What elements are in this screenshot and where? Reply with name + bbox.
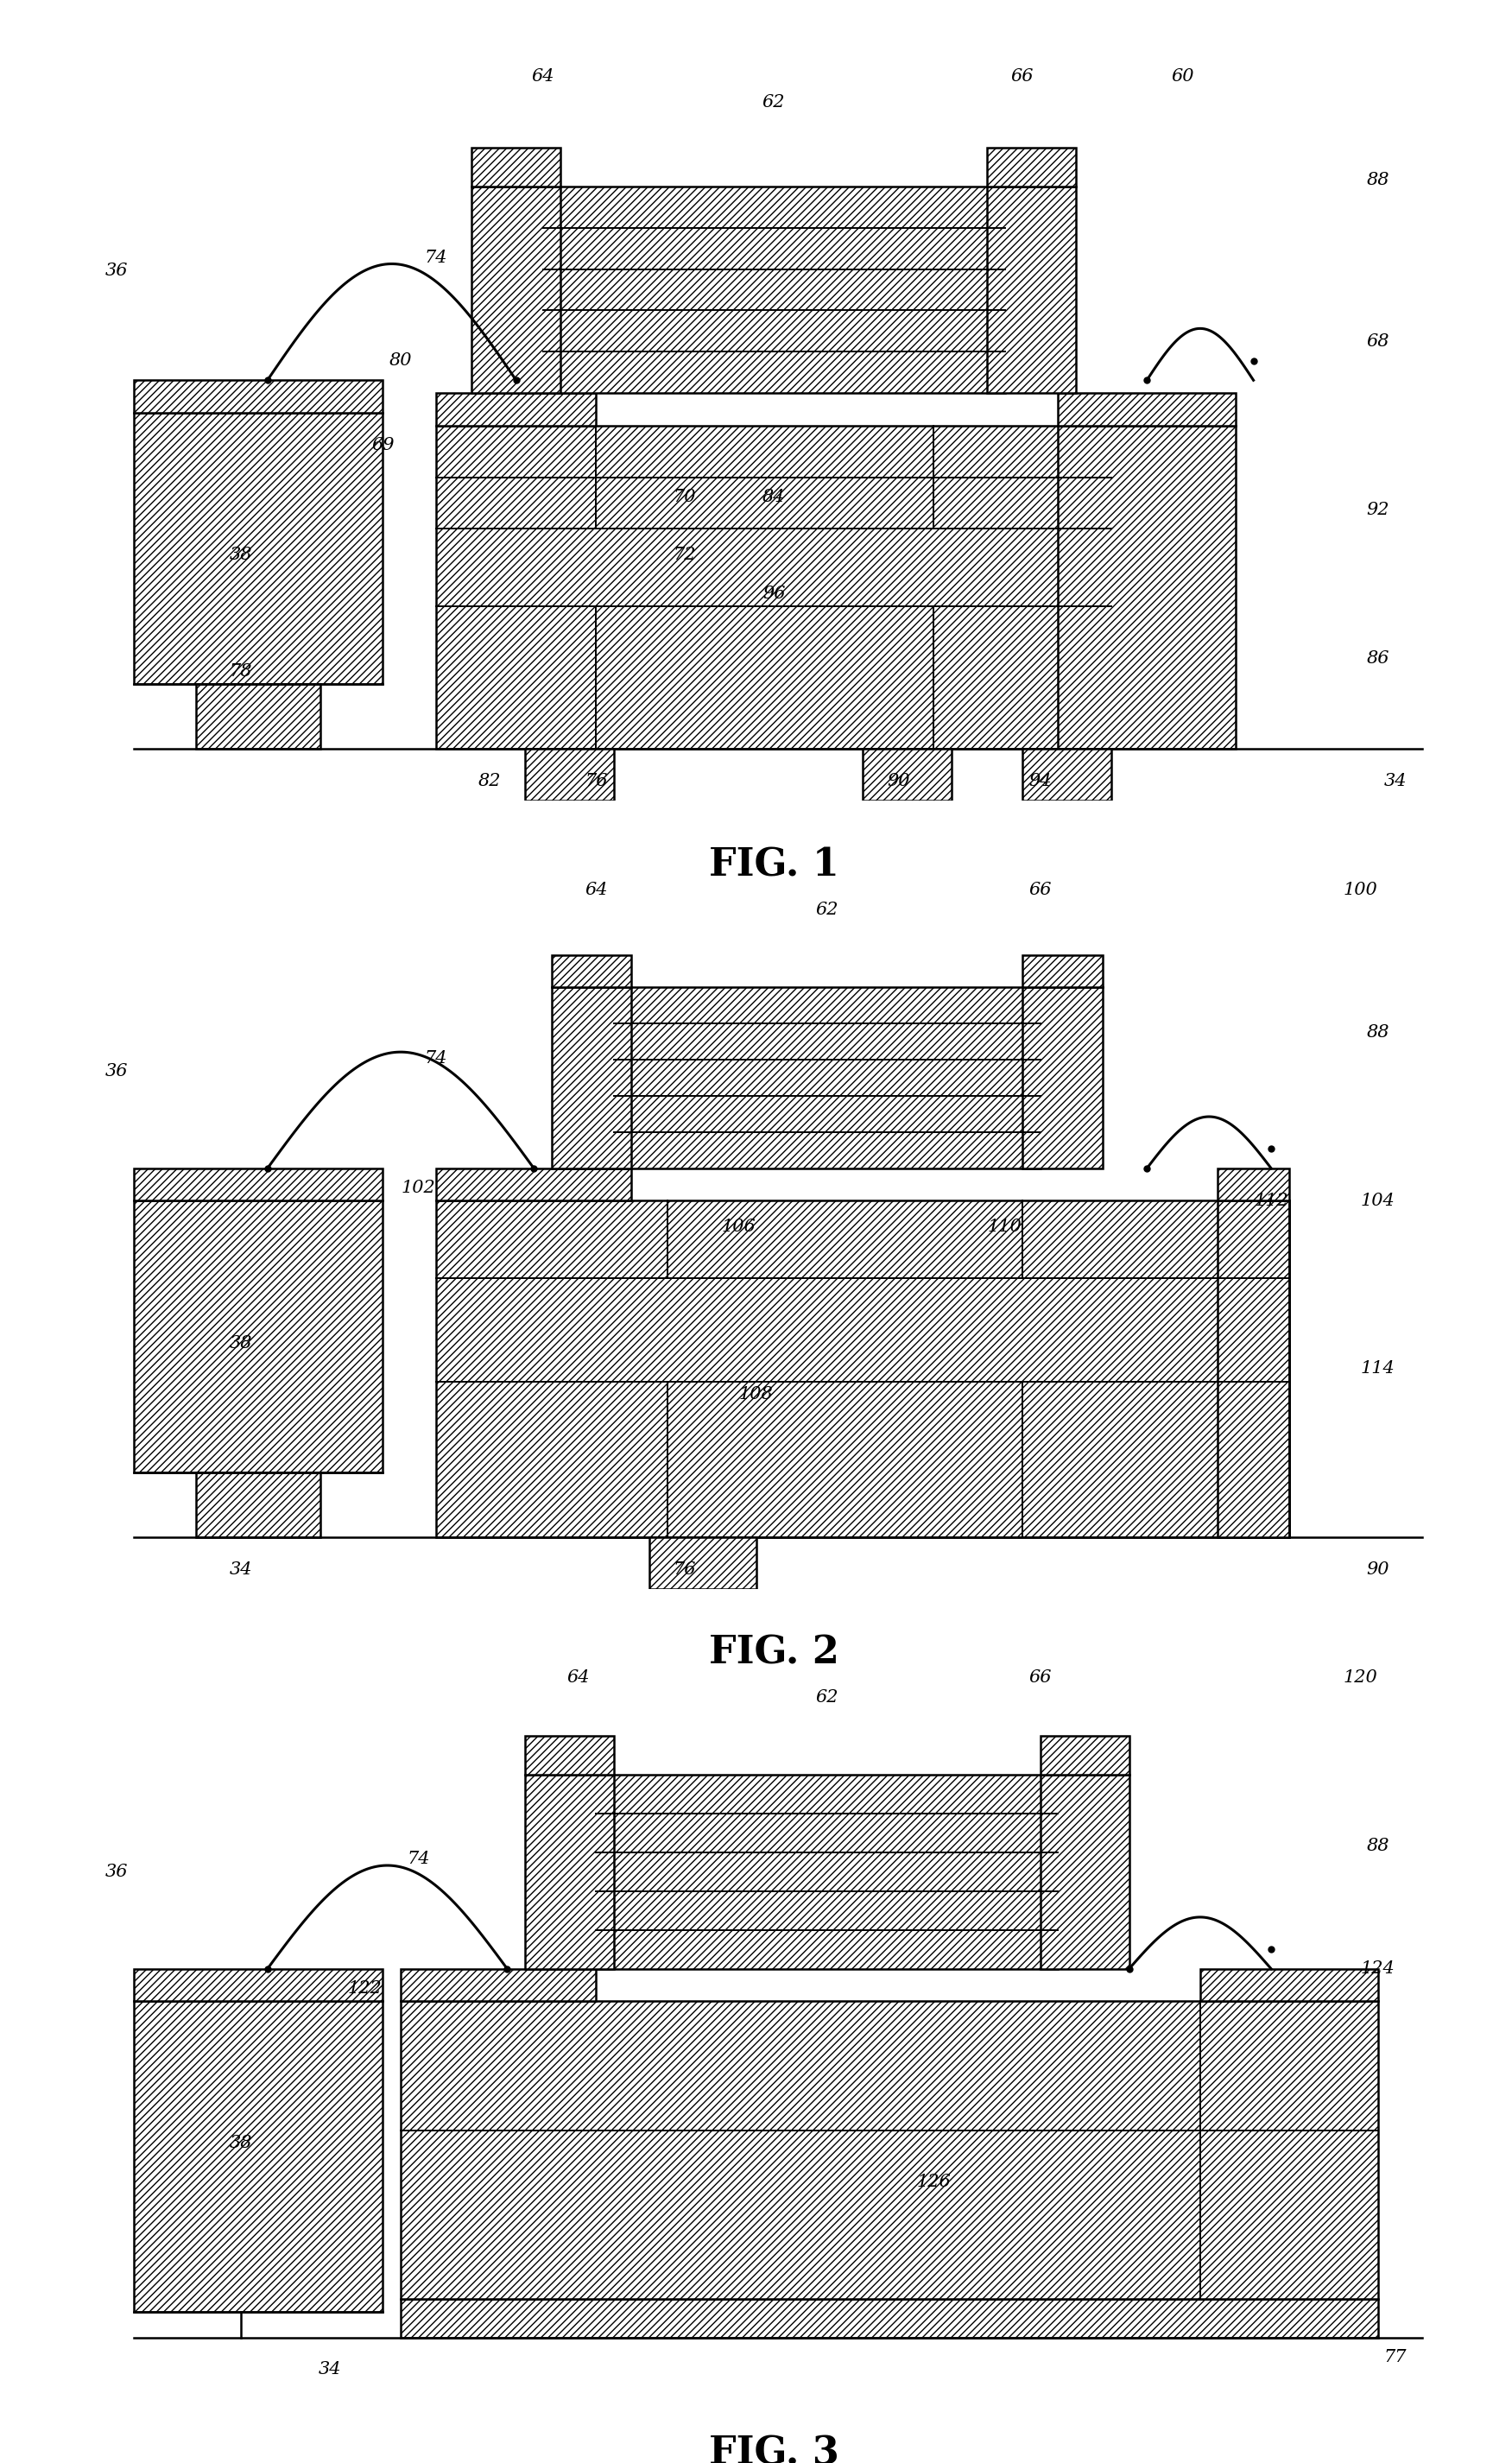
Text: 88: 88 (1367, 1837, 1390, 1855)
Text: 66: 66 (1028, 882, 1052, 899)
Bar (1219, 1167, 1288, 1202)
Text: 38: 38 (230, 547, 253, 564)
Bar (552, 988, 632, 1167)
Text: 60: 60 (1170, 69, 1194, 84)
Text: 110: 110 (987, 1219, 1022, 1234)
Bar (401, 1968, 596, 2000)
Bar (401, 2298, 1377, 2337)
Bar (437, 1202, 1288, 1537)
Bar (1022, 956, 1102, 988)
Text: 74: 74 (407, 1850, 429, 1867)
Text: 124: 124 (1361, 1961, 1396, 1978)
Bar (1040, 1736, 1129, 1776)
Bar (650, 1537, 756, 1589)
Text: 64: 64 (567, 1670, 590, 1687)
Text: 120: 120 (1343, 1670, 1377, 1687)
Bar (1219, 1202, 1288, 1537)
Bar (472, 148, 561, 187)
Bar (197, 1473, 321, 1537)
Text: 38: 38 (230, 1335, 253, 1352)
Text: FIG. 3: FIG. 3 (709, 2436, 839, 2463)
Text: 36: 36 (104, 261, 129, 278)
Bar (1040, 1776, 1129, 1968)
Bar (135, 1202, 383, 1473)
Text: 90: 90 (1367, 1562, 1390, 1576)
Bar (525, 749, 614, 800)
Bar (987, 148, 1077, 187)
Bar (525, 1776, 614, 1968)
Text: 77: 77 (1383, 2350, 1408, 2364)
Text: 82: 82 (478, 773, 500, 788)
Text: FIG. 2: FIG. 2 (709, 1635, 839, 1672)
Bar (552, 956, 632, 988)
Text: 100: 100 (1343, 882, 1377, 899)
Bar (596, 1776, 1058, 1968)
Text: 70: 70 (673, 488, 697, 505)
Text: 88: 88 (1367, 1025, 1390, 1042)
Text: 68: 68 (1367, 333, 1390, 350)
Text: 34: 34 (318, 2362, 342, 2377)
Text: 86: 86 (1367, 650, 1390, 667)
Bar (1058, 394, 1235, 426)
Bar (197, 685, 321, 749)
Text: 64: 64 (531, 69, 555, 84)
Text: 62: 62 (762, 94, 785, 111)
Text: 122: 122 (348, 1980, 383, 1997)
Bar (987, 187, 1077, 394)
Text: 78: 78 (230, 663, 253, 680)
Text: 90: 90 (886, 773, 910, 788)
Text: 92: 92 (1367, 502, 1390, 517)
Text: 66: 66 (1028, 1670, 1052, 1687)
Bar (472, 187, 561, 394)
Bar (437, 394, 596, 426)
Bar (135, 411, 383, 685)
Text: 62: 62 (815, 901, 839, 919)
Text: 102: 102 (401, 1180, 435, 1197)
Text: 96: 96 (762, 586, 785, 601)
Bar (135, 1167, 383, 1202)
Bar (1022, 988, 1102, 1167)
Text: 62: 62 (815, 1690, 839, 1704)
Text: 106: 106 (721, 1219, 756, 1234)
Text: 69: 69 (372, 436, 395, 453)
Text: 36: 36 (104, 1864, 129, 1879)
Text: 76: 76 (673, 1562, 697, 1576)
Text: 72: 72 (673, 547, 697, 564)
Bar (135, 379, 383, 411)
Bar (1201, 1968, 1377, 2000)
Bar (1022, 749, 1111, 800)
Text: 34: 34 (1383, 773, 1408, 788)
Bar (437, 426, 1111, 749)
Bar (135, 2000, 383, 2310)
Text: 74: 74 (425, 1049, 448, 1066)
Text: 94: 94 (1028, 773, 1052, 788)
Text: 104: 104 (1361, 1192, 1396, 1209)
Bar (543, 187, 1005, 394)
Text: 36: 36 (104, 1064, 129, 1079)
Bar (135, 1968, 383, 2000)
Bar (862, 749, 951, 800)
Text: 74: 74 (425, 249, 448, 266)
Text: 112: 112 (1253, 1192, 1288, 1209)
Text: 84: 84 (762, 488, 785, 505)
Text: 66: 66 (1012, 69, 1034, 84)
Text: 34: 34 (230, 1562, 253, 1576)
Text: 38: 38 (230, 2135, 253, 2153)
Bar (1058, 426, 1235, 749)
Text: 80: 80 (389, 352, 413, 369)
Text: 88: 88 (1367, 172, 1390, 187)
Bar (401, 2000, 1377, 2298)
Bar (525, 1736, 614, 1776)
Text: 64: 64 (585, 882, 608, 899)
Text: 126: 126 (916, 2175, 951, 2190)
Text: 76: 76 (585, 773, 608, 788)
Bar (437, 1167, 632, 1202)
Text: FIG. 1: FIG. 1 (709, 847, 839, 884)
Text: 114: 114 (1361, 1360, 1396, 1377)
Bar (614, 988, 1040, 1167)
Text: 108: 108 (739, 1387, 773, 1404)
